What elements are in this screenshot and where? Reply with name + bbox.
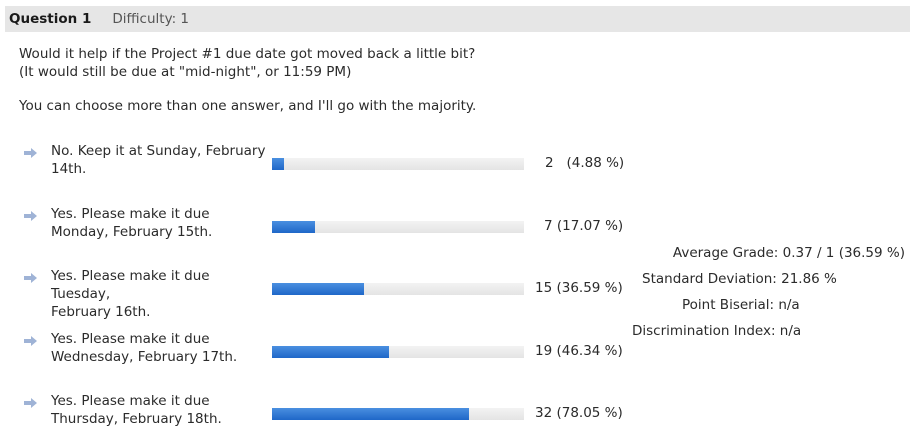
answer-option-label-line-1: Yes. Please make it due Tuesday,	[51, 268, 210, 302]
standard-deviation: Standard Deviation: 21.86 %	[642, 271, 837, 287]
question-prompt: Would it help if the Project #1 due date…	[19, 45, 476, 115]
response-bar-track	[272, 158, 524, 170]
response-bar-track	[272, 408, 524, 420]
answer-option-label: Yes. Please make it due Thursday, Februa…	[51, 392, 273, 428]
answer-option-label-line-2: Wednesday, February 17th.	[51, 349, 238, 365]
question-text-line-2: (It would still be due at "mid-night", o…	[19, 64, 352, 80]
answer-option-label: Yes. Please make it due Wednesday, Febru…	[51, 330, 273, 366]
response-bar-fill	[272, 158, 285, 170]
response-bar-fill	[272, 346, 389, 358]
answer-option-label: Yes. Please make it due Tuesday, Februar…	[51, 267, 273, 321]
answer-option-label-line-1: Yes. Please make it due	[51, 331, 210, 347]
point-biserial: Point Biserial: n/a	[682, 297, 800, 313]
question-difficulty: Difficulty: 1	[112, 11, 189, 27]
discrimination-index: Discrimination Index: n/a	[632, 323, 802, 339]
response-bar-fill	[272, 283, 365, 295]
question-number: Question 1	[9, 11, 92, 27]
answer-option-label-line-2: 14th.	[51, 161, 87, 177]
answer-option-4: Yes. Please make it due Wednesday, Febru…	[0, 330, 640, 370]
response-count: 15 (36.59 %)	[535, 280, 623, 296]
response-bar-fill	[272, 408, 469, 420]
response-count: 2 (4.88 %)	[545, 155, 625, 171]
answer-option-label-line-1: Yes. Please make it due	[51, 393, 210, 409]
arrow-right-icon[interactable]	[24, 394, 38, 408]
answer-option-2: Yes. Please make it due Monday, February…	[0, 205, 640, 245]
answer-option-label: Yes. Please make it due Monday, February…	[51, 205, 273, 241]
response-count: 19 (46.34 %)	[535, 343, 623, 359]
answer-option-label-line-2: Thursday, February 18th.	[51, 411, 222, 427]
answer-option-label-line-1: Yes. Please make it due	[51, 206, 210, 222]
arrow-right-icon[interactable]	[24, 332, 38, 346]
response-bar-track	[272, 221, 524, 233]
average-grade: Average Grade: 0.37 / 1 (36.59 %)	[672, 245, 905, 261]
question-note: You can choose more than one answer, and…	[19, 98, 477, 114]
question-statistics: Average Grade: 0.37 / 1 (36.59 %) Standa…	[605, 240, 905, 344]
response-bar-track	[272, 283, 524, 295]
answer-option-3: Yes. Please make it due Tuesday, Februar…	[0, 267, 640, 320]
answer-option-1: No. Keep it at Sunday, February 14th. 2 …	[0, 142, 640, 182]
question-text-line-1: Would it help if the Project #1 due date…	[19, 46, 476, 62]
arrow-right-icon[interactable]	[24, 269, 38, 283]
arrow-right-icon[interactable]	[24, 207, 38, 221]
answer-option-label-line-1: No. Keep it at Sunday, February	[51, 143, 266, 159]
response-bar-track	[272, 346, 524, 358]
answer-option-5: Yes. Please make it due Thursday, Februa…	[0, 392, 640, 432]
question-header: Question 1 Difficulty: 1	[5, 6, 910, 32]
answer-option-label-line-2: February 16th.	[51, 304, 151, 320]
arrow-right-icon[interactable]	[24, 144, 38, 158]
response-count: 32 (78.05 %)	[535, 405, 623, 421]
answer-option-label: No. Keep it at Sunday, February 14th.	[51, 142, 273, 178]
response-bar-fill	[272, 221, 316, 233]
answer-option-label-line-2: Monday, February 15th.	[51, 224, 213, 240]
response-count: 7 (17.07 %)	[544, 218, 624, 234]
